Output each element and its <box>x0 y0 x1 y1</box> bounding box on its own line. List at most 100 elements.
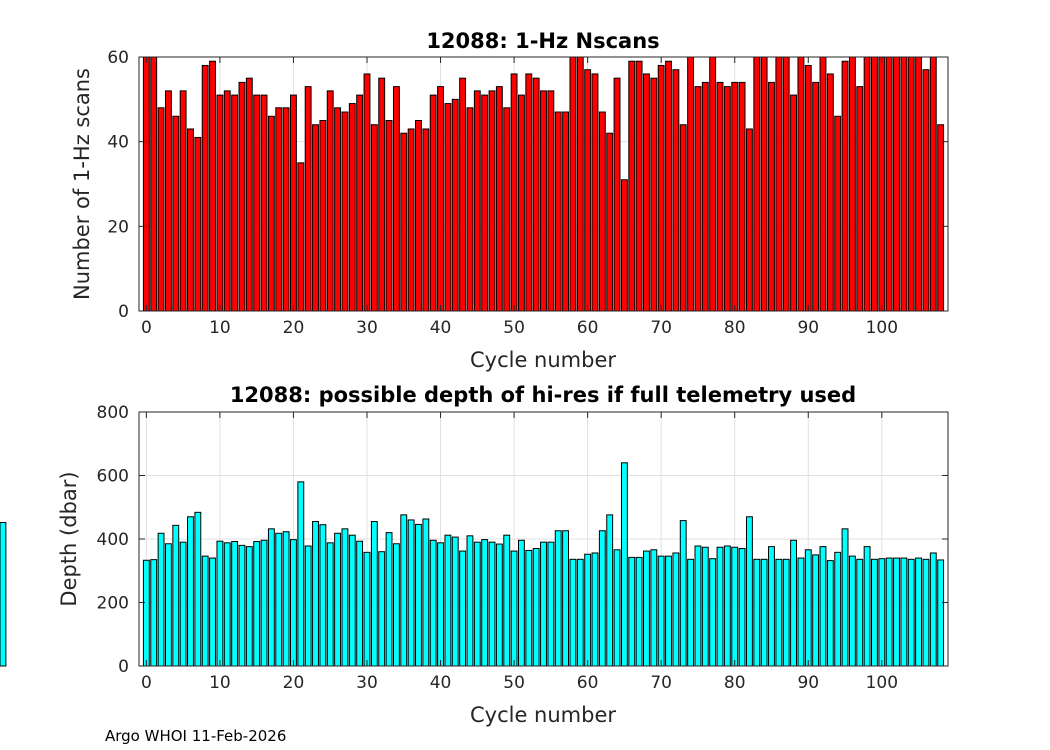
top-bar <box>775 56 783 312</box>
top-bar <box>650 77 658 312</box>
bottom-bar <box>856 558 864 667</box>
top-x-tick-label: 20 <box>283 318 305 338</box>
bottom-bar <box>356 540 364 667</box>
top-x-tick-label: 60 <box>577 318 599 338</box>
top-axes-box <box>138 56 949 312</box>
bottom-bar <box>591 552 599 667</box>
bottom-x-tick-label: 30 <box>356 673 378 693</box>
top-bar <box>209 60 216 312</box>
top-bar <box>672 69 680 312</box>
bottom-bar <box>209 557 216 667</box>
bottom-bar <box>922 558 930 667</box>
bottom-bar <box>657 555 665 667</box>
bottom-bar <box>495 543 503 667</box>
top-bar <box>260 94 268 312</box>
bottom-bar <box>150 559 158 667</box>
top-bar <box>481 94 489 312</box>
bottom-bar <box>775 558 783 667</box>
top-bar <box>709 56 717 312</box>
bottom-bar <box>334 532 342 667</box>
top-bar <box>231 94 239 312</box>
top-bar <box>495 86 503 312</box>
bottom-bar <box>275 532 283 667</box>
top-bar <box>687 56 695 312</box>
bottom-bar <box>804 549 812 667</box>
bottom-bar <box>481 539 489 667</box>
top-bar <box>547 90 555 312</box>
bottom-bar <box>319 524 327 667</box>
bottom-bar <box>312 521 319 667</box>
bottom-bar <box>444 534 452 667</box>
top-bar <box>885 56 893 312</box>
bottom-x-tick-label: 90 <box>797 673 819 693</box>
bottom-bar <box>223 542 231 667</box>
bottom-bar <box>451 536 459 667</box>
bottom-bar <box>738 548 746 667</box>
bottom-bar <box>164 543 172 667</box>
top-bar <box>407 128 415 312</box>
top-bar <box>635 60 643 312</box>
top-bar <box>157 107 165 312</box>
bottom-bar <box>848 555 856 667</box>
bottom-x-tick-label: 10 <box>209 673 231 693</box>
bottom-bar <box>598 530 606 667</box>
top-x-tick-label: 50 <box>503 318 525 338</box>
top-bar <box>694 86 702 312</box>
top-chart-title: 12088: 1-Hz Nscans <box>426 29 659 53</box>
bottom-bar <box>194 511 202 667</box>
bottom-bar <box>525 549 533 667</box>
bottom-bar <box>473 541 481 667</box>
top-bar <box>834 115 842 312</box>
bottom-bar <box>584 553 592 667</box>
top-bar <box>187 128 194 312</box>
bottom-bar <box>179 541 187 667</box>
top-bar <box>922 69 930 312</box>
top-bar <box>172 115 180 312</box>
bottom-bar <box>488 541 496 667</box>
bottom-bar <box>790 539 797 667</box>
bottom-bar <box>628 556 636 667</box>
top-bar <box>797 56 805 312</box>
top-x-tick-label: 10 <box>209 318 231 338</box>
top-ticks: 0 10 20 30 40 50 60 70 80 90 100 0 20 40 60 <box>107 48 948 338</box>
bottom-bar <box>620 462 628 667</box>
top-bar <box>363 73 371 312</box>
top-bar <box>267 115 275 312</box>
top-bar <box>400 132 408 312</box>
top-bar <box>826 73 834 312</box>
top-bar <box>863 56 871 312</box>
bottom-bar <box>267 528 275 667</box>
bottom-bar <box>297 481 305 667</box>
top-bar <box>517 94 525 312</box>
top-bar <box>584 69 592 312</box>
bottom-bar <box>569 558 577 667</box>
bottom-bar <box>142 559 150 667</box>
top-bar <box>620 179 628 312</box>
top-bar <box>297 162 305 312</box>
top-bar <box>253 94 261 312</box>
bottom-bar <box>0 521 7 667</box>
top-bar <box>554 111 562 312</box>
bottom-bar <box>613 549 621 667</box>
bottom-bar <box>554 530 562 667</box>
bottom-bar <box>716 546 724 667</box>
bottom-bar <box>753 558 761 667</box>
top-bar <box>731 81 739 312</box>
top-bar <box>804 64 812 312</box>
top-bar <box>613 77 621 312</box>
top-bar <box>782 56 790 312</box>
top-y-axis-label: Number of 1-Hz scans <box>70 68 94 300</box>
bottom-bar <box>841 528 849 667</box>
top-bar <box>606 132 614 312</box>
bottom-bar <box>187 516 194 667</box>
bottom-bar <box>245 546 253 667</box>
top-x-tick-label: 30 <box>356 318 378 338</box>
top-bar <box>312 124 319 312</box>
bottom-bar <box>643 550 650 667</box>
bottom-bar <box>172 524 180 667</box>
top-bar <box>503 107 511 312</box>
top-bar <box>657 64 665 312</box>
top-bar <box>451 98 459 312</box>
bottom-bar <box>370 521 378 667</box>
bottom-x-tick-label: 20 <box>283 673 305 693</box>
